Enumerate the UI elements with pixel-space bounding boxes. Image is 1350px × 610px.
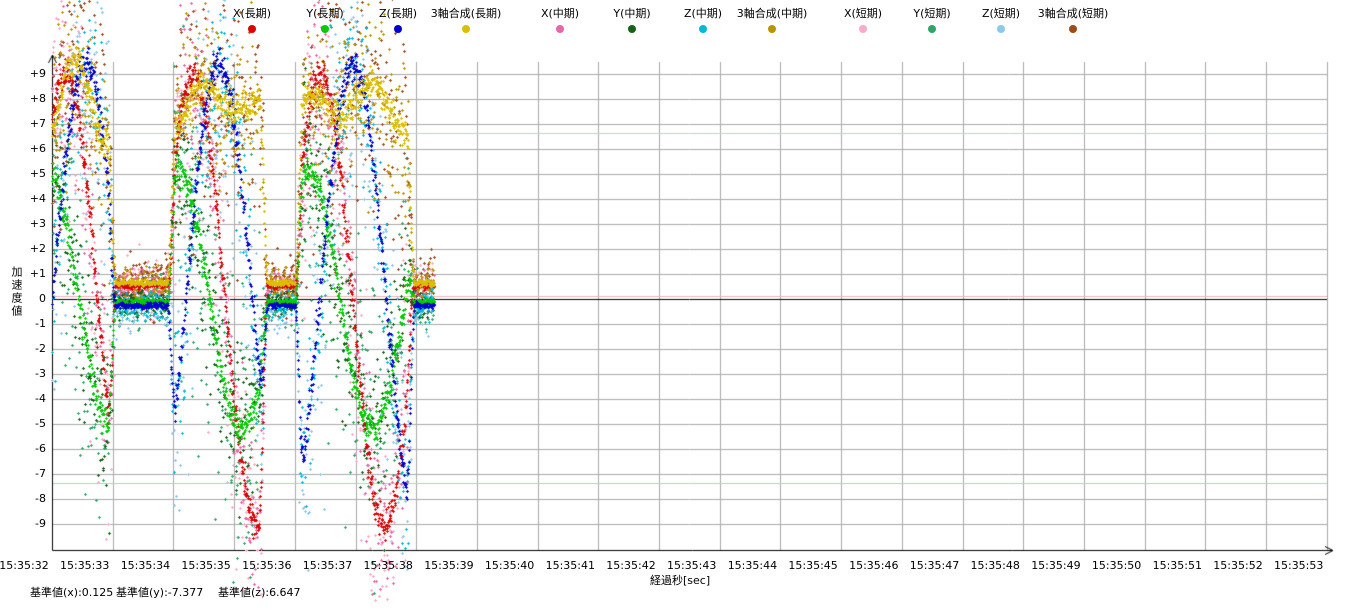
x-axis-title: 経過秒[sec] <box>650 574 711 587</box>
baseline-z-value: 基準値(z):6.647 <box>218 586 301 599</box>
baseline-y-value: 基準値(y):-7.377 <box>116 586 204 599</box>
y-axis-title: 加速度値 <box>10 266 23 318</box>
baseline-x-value: 基準値(x):0.125 <box>30 586 114 599</box>
